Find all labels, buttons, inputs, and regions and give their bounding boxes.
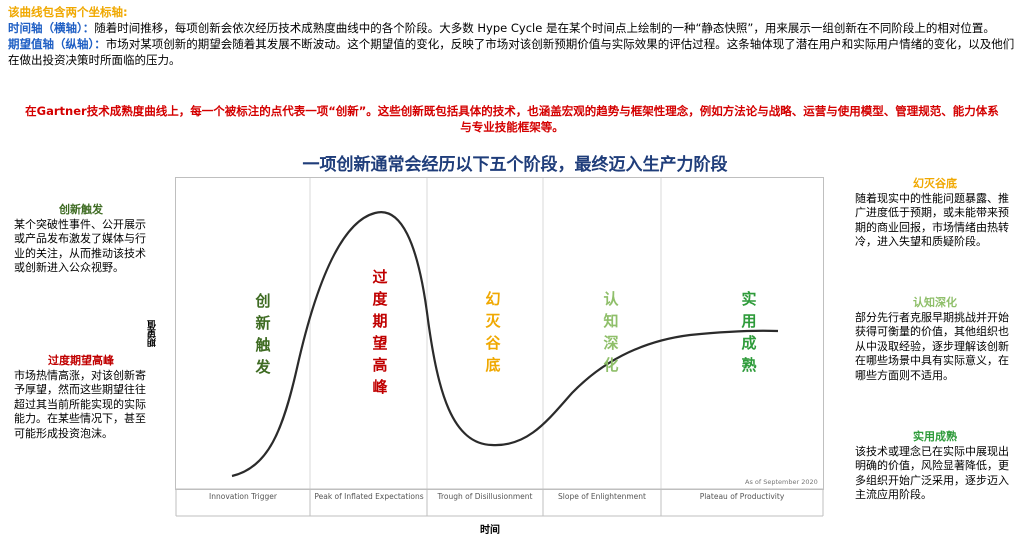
note-plateau: 实用成熟 该技术或理念已在实际中展现出明确的价值，风险显著降低，更多组织开始广泛… — [855, 430, 1015, 503]
note-title: 过度期望高峰 — [48, 354, 114, 367]
note-slope: 认知深化 部分先行者克服早期挑战并开始获得可衡量的价值，其他组织也从中汲取经验，… — [855, 296, 1015, 383]
note-innovation-trigger: 创新触发 某个突破性事件、公开展示或产品发布激发了媒体与行业的关注，从而推动该技… — [14, 203, 148, 276]
expect-axis-paragraph: 期望值轴（纵轴）：市场对某项创新的期望会随着其发展不断波动。这个期望值的变化，反… — [8, 36, 1018, 68]
phase-label-plateau: 实用成熟 — [741, 290, 757, 374]
time-axis-paragraph: 时间轴（横轴）：随着时间推移，每项创新会依次经历技术成熟度曲线中的各个阶段。大多… — [8, 20, 1018, 36]
innovation-note: 在Gartner技术成熟度曲线上，每一个被标注的点代表一项“创新”。这些创新既包… — [25, 104, 999, 134]
time-axis-text: 随着时间推移，每项创新会依次经历技术成熟度曲线中的各个阶段。大多数 Hype C… — [94, 21, 995, 35]
note-title: 实用成熟 — [913, 430, 957, 443]
time-axis-label: 时间轴（横轴）： — [8, 21, 95, 35]
expect-axis-text: 市场对某项创新的期望会随着其发展不断波动。这个期望值的变化，反映了市场对该创新预… — [8, 37, 1015, 67]
x-category-slope: Slope of Enlightenment — [558, 492, 646, 501]
intro-block: 该曲线包含两个坐标轴: 时间轴（横轴）：随着时间推移，每项创新会依次经历技术成熟… — [8, 4, 1018, 68]
x-category-plateau: Plateau of Productivity — [699, 492, 785, 501]
expect-axis-label: 期望值轴（纵轴）： — [8, 37, 106, 51]
x-axis-label: 时间 — [480, 525, 500, 536]
note-text: 部分先行者克服早期挑战并开始获得可衡量的价值，其他组织也从中汲取经验，逐步理解该… — [855, 310, 1009, 382]
note-text: 市场热情高涨，对该创新寄予厚望，然而这些期望往往超过其当前所能实现的实际能力。在… — [14, 368, 146, 440]
phase-label-innovation-trigger: 创新触发 — [255, 292, 271, 376]
note-text: 随着现实中的性能问题暴露、推广进度低于预期，或未能带来预期的商业回报，市场情绪由… — [855, 191, 1009, 249]
note-title: 幻灭谷底 — [913, 177, 957, 190]
phase-label-peak: 过度期望高峰 — [372, 268, 388, 396]
y-axis-label: 期望值 — [148, 320, 158, 347]
x-category-peak: Peak of Inflated Expectations — [314, 492, 424, 501]
x-category-innovation-trigger: Innovation Trigger — [209, 492, 277, 501]
note-title: 创新触发 — [59, 203, 103, 216]
main-title: 一项创新通常会经历以下五个阶段，最终迈入生产力阶段 — [302, 155, 728, 175]
intro-heading: 该曲线包含两个坐标轴: — [8, 5, 128, 19]
note-title: 认知深化 — [913, 296, 957, 309]
note-trough: 幻灭谷底 随着现实中的性能问题暴露、推广进度低于预期，或未能带来预期的商业回报，… — [855, 177, 1015, 250]
x-category-trough: Trough of Disillusionment — [437, 492, 533, 501]
as-of-label: As of September 2020 — [745, 478, 818, 486]
note-text: 某个突破性事件、公开展示或产品发布激发了媒体与行业的关注，从而推动该技术或创新进… — [14, 217, 146, 275]
phase-label-trough: 幻灭谷底 — [485, 290, 501, 374]
phase-label-slope: 认知深化 — [603, 290, 619, 374]
hype-cycle-curve — [231, 211, 779, 478]
note-peak: 过度期望高峰 市场热情高涨，对该创新寄予厚望，然而这些期望往往超过其当前所能实现… — [14, 354, 148, 441]
note-text: 该技术或理念已在实际中展现出明确的价值，风险显著降低，更多组织开始广泛采用，逐步… — [855, 444, 1009, 502]
